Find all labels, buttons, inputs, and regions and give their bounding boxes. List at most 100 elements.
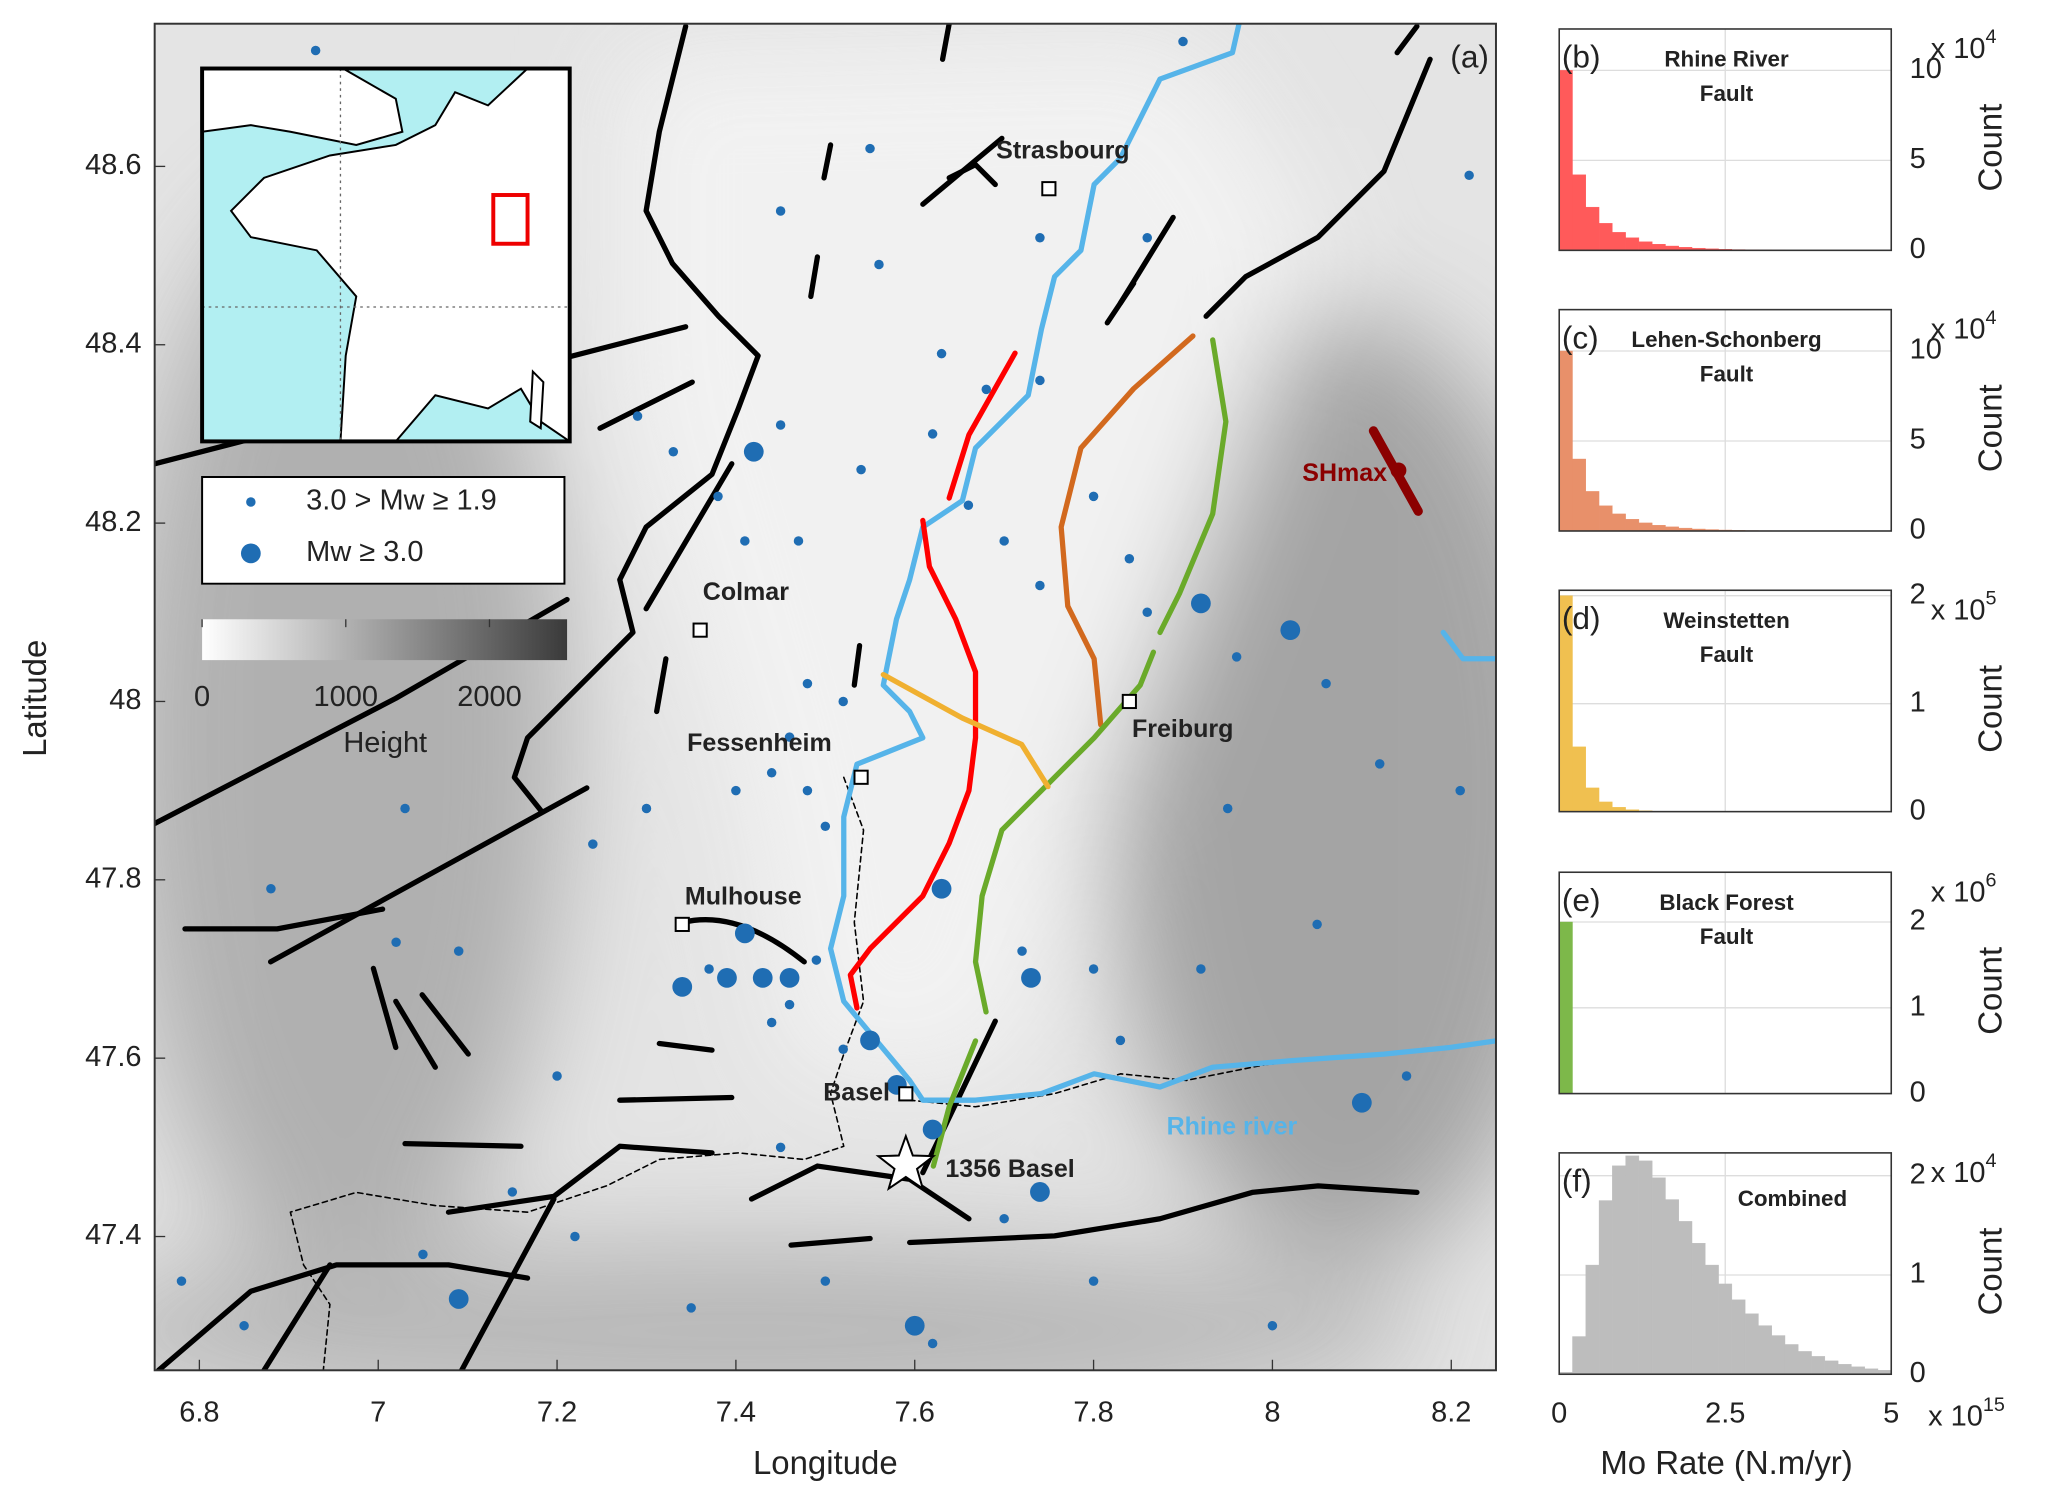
city-marker xyxy=(1121,693,1137,710)
axis-exponent: x 104 xyxy=(1931,307,1997,345)
earthquake-point xyxy=(999,1213,1009,1224)
earthquake-point xyxy=(936,348,947,359)
histogram-bar xyxy=(1678,1221,1693,1375)
earthquake-point xyxy=(717,968,737,988)
histogram-bar xyxy=(1758,1325,1772,1375)
histogram-bar xyxy=(1585,206,1600,251)
y-axis-label: Count xyxy=(1971,665,2008,753)
exponent-base: x 10 xyxy=(1931,33,1986,65)
earthquake-point xyxy=(570,1231,580,1242)
panel-label: (d) xyxy=(1562,600,1601,636)
earthquake-point xyxy=(1030,1182,1050,1202)
earthquake-point xyxy=(743,441,764,462)
earthquake-point xyxy=(1464,170,1474,181)
panel-label: (e) xyxy=(1562,882,1601,918)
exponent-base: x 10 xyxy=(1931,1157,1986,1189)
earthquake-point xyxy=(775,1142,786,1153)
panel-label: (a) xyxy=(1450,39,1489,75)
colorbar xyxy=(202,619,568,661)
panel-title: Fault xyxy=(1700,361,1754,386)
earthquake-point xyxy=(1280,620,1301,641)
panel-frame xyxy=(1558,28,1893,252)
earthquake-point xyxy=(766,768,777,778)
axis-exponent: x 105 xyxy=(1931,588,1997,626)
panel-title: Black Forest xyxy=(1659,890,1794,915)
histogram-bar xyxy=(1744,1313,1759,1375)
axis-exponent: x 104 xyxy=(1931,26,1997,64)
histogram-bar xyxy=(1798,1351,1812,1375)
histogram-bar xyxy=(1651,1177,1666,1375)
map-panel xyxy=(153,22,1497,1372)
stress-label: SHmax xyxy=(1302,459,1387,487)
x-tick-label: 7 xyxy=(370,1396,386,1428)
earthquake-point xyxy=(400,803,410,814)
y-tick-label: 48 xyxy=(109,684,141,716)
panel-label: (c) xyxy=(1562,319,1599,355)
earthquake-point xyxy=(927,429,938,439)
histogram-bar xyxy=(1837,1364,1852,1375)
colorbar-tick-label: 0 xyxy=(194,681,210,713)
panel-label: (f) xyxy=(1562,1163,1592,1199)
earthquake-point xyxy=(981,384,992,395)
y-tick-label: 1 xyxy=(1910,990,1926,1022)
earthquake-point xyxy=(1035,580,1045,591)
y-tick-label: 47.8 xyxy=(85,862,141,894)
histogram-bar xyxy=(1585,787,1600,812)
city-label: Basel xyxy=(823,1078,890,1106)
panel-title: Fault xyxy=(1700,642,1754,667)
earthquake-point xyxy=(1035,375,1045,386)
earthquake-point xyxy=(713,491,723,502)
histogram-bar xyxy=(1572,174,1586,251)
legend-label: Mw ≥ 3.0 xyxy=(306,536,423,568)
panel-frame xyxy=(1558,1152,1893,1376)
histogram-bar xyxy=(1665,1199,1679,1375)
axis-exponent: x 1015 xyxy=(1928,1394,2005,1432)
histogram-bar xyxy=(1638,1160,1653,1375)
earthquakes xyxy=(176,36,1474,1349)
histogram-bar xyxy=(1572,458,1586,532)
earthquake-point xyxy=(418,1249,428,1260)
y-tick-label: 0 xyxy=(1910,514,1926,546)
city-marker xyxy=(692,622,708,638)
exponent-base: x 10 xyxy=(1931,876,1986,908)
histogram-bar xyxy=(1718,1283,1733,1375)
earthquake-point xyxy=(453,946,464,956)
histogram-bar xyxy=(1572,746,1586,812)
y-axis-label: Count xyxy=(1971,947,2008,1035)
earthquake-point xyxy=(752,968,773,988)
earthquake-point xyxy=(860,1030,880,1051)
y-tick-label: 10 xyxy=(1910,334,1942,366)
legend-box xyxy=(201,475,566,585)
earthquake-point xyxy=(1017,946,1027,956)
panel-label: (b) xyxy=(1562,39,1601,75)
inset-map xyxy=(200,66,572,444)
earthquake-point xyxy=(310,45,321,56)
y-tick-label: 2 xyxy=(1910,905,1926,937)
legend-marker xyxy=(240,543,261,564)
earthquake-point xyxy=(1374,759,1385,769)
y-tick-label: 10 xyxy=(1910,53,1942,85)
histogram-bar xyxy=(1598,801,1613,812)
panel-title: Fault xyxy=(1700,81,1754,106)
y-tick-label: 47.4 xyxy=(85,1219,141,1251)
histogram-bar xyxy=(1612,513,1626,532)
earthquake-point xyxy=(391,937,401,947)
earthquake-point xyxy=(686,1303,696,1313)
earthquake-point xyxy=(865,143,875,154)
earthquake-point xyxy=(1191,593,1211,614)
y-tick-label: 0 xyxy=(1910,1076,1926,1108)
colorbar-label: Height xyxy=(343,727,427,759)
earthquake-point xyxy=(1312,919,1322,930)
histogram-bar xyxy=(1811,1356,1826,1375)
x-tick-label: 7.8 xyxy=(1073,1396,1113,1428)
y-axis-label: Count xyxy=(1971,1228,2008,1316)
city-label: Fessenheim xyxy=(687,729,832,757)
earthquake-point xyxy=(1401,1071,1412,1081)
earthquake-point xyxy=(448,1289,469,1309)
panel-title: Combined xyxy=(1738,1186,1847,1211)
city-label: Freiburg xyxy=(1132,715,1233,743)
earthquake-point xyxy=(588,839,598,849)
histogram-bar xyxy=(1559,70,1573,251)
x-tick-label: 0 xyxy=(1551,1398,1567,1430)
histogram-bar xyxy=(1771,1335,1786,1375)
